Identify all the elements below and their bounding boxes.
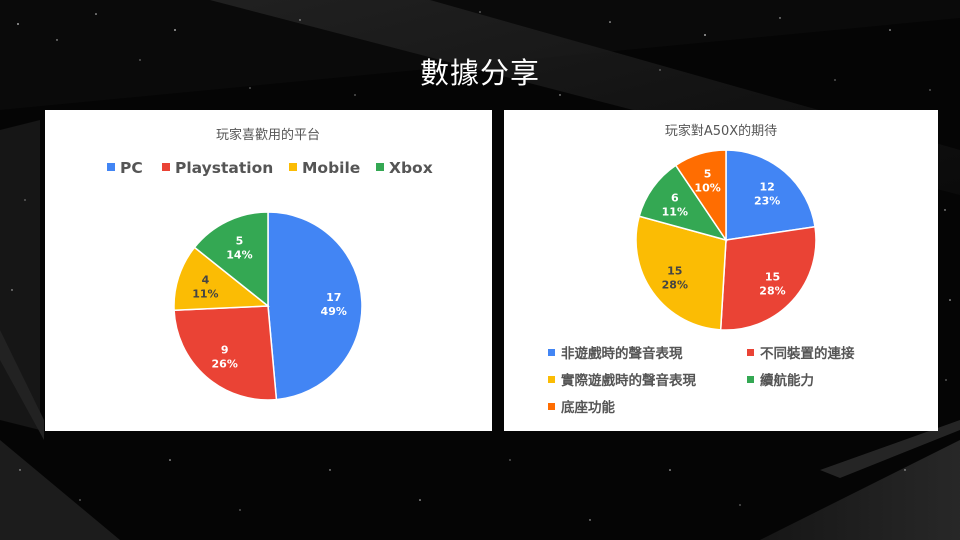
slice-value-label-device-connection: 15 xyxy=(765,271,780,284)
legend-label-pc: PC xyxy=(120,159,143,177)
legend-label-mobile: Mobile xyxy=(302,159,360,177)
chart-legend: PC Playstation Mobile Xbox xyxy=(107,159,433,177)
legend-label-device-connection: 不同裝置的連接 xyxy=(760,345,855,362)
slice-percent-label-mobile: 11% xyxy=(192,288,218,301)
chart-panel-expectations: 玩家對A50X的期待 12 23% 15 28% 15 28% 6 11% 5 10% 非遊戲時的… xyxy=(504,110,938,431)
pie-slice-pc xyxy=(267,211,363,401)
slice-value-label-mobile: 4 xyxy=(202,274,210,287)
legend-label-battery-life: 續航能力 xyxy=(760,372,814,389)
slice-percent-label-device-connection: 28% xyxy=(759,285,785,298)
slice-percent-label-non-gaming-sound: 23% xyxy=(754,194,780,207)
pie-slices xyxy=(635,149,817,331)
slice-value-label-non-gaming-sound: 12 xyxy=(759,180,774,193)
legend-swatch-pc xyxy=(107,163,115,171)
legend-label-gaming-sound: 實際遊戲時的聲音表現 xyxy=(561,372,696,389)
legend-swatch-xbox xyxy=(376,163,384,171)
legend-swatch-gaming-sound xyxy=(548,376,555,383)
chart-legend: 非遊戲時的聲音表現 不同裝置的連接 實際遊戲時的聲音表現 續航能力 底座功能 xyxy=(548,345,855,416)
slice-percent-label-playstation: 26% xyxy=(212,358,238,371)
legend-swatch-playstation xyxy=(162,163,170,171)
slice-percent-label-base-function: 10% xyxy=(694,182,720,195)
slice-percent-label-pc: 49% xyxy=(321,305,347,318)
pie-slice-non-gaming-sound xyxy=(725,149,816,241)
slide-title: 數據分享 xyxy=(419,56,540,90)
platform-pie-chart: 玩家喜歡用的平台 PC Playstation Mobile Xbox 1749… xyxy=(107,127,433,401)
pie-slice-playstation xyxy=(173,305,278,401)
legend-label-base-function: 底座功能 xyxy=(561,399,615,416)
legend-label-xbox: Xbox xyxy=(389,159,433,177)
pie-slice-battery-life xyxy=(638,164,728,242)
legend-swatch-battery-life xyxy=(747,376,754,383)
pie-slice-gaming-sound xyxy=(635,215,727,331)
pie-slice-device-connection xyxy=(719,225,817,331)
slice-value-label-battery-life: 6 xyxy=(671,191,679,204)
slice-percent-label-gaming-sound: 28% xyxy=(662,279,688,292)
legend-swatch-device-connection xyxy=(747,349,754,356)
pie-slice-xbox xyxy=(193,211,269,308)
slice-value-label-base-function: 5 xyxy=(704,168,712,181)
legend-label-non-gaming-sound: 非遊戲時的聲音表現 xyxy=(561,345,683,362)
pie-slice-mobile xyxy=(173,246,271,311)
slice-percent-label-battery-life: 11% xyxy=(662,205,688,218)
legend-swatch-non-gaming-sound xyxy=(548,349,555,356)
legend-swatch-base-function xyxy=(548,403,555,410)
chart-title: 玩家喜歡用的平台 xyxy=(216,127,320,143)
legend-label-playstation: Playstation xyxy=(175,159,273,177)
pie-slices xyxy=(173,211,363,401)
slice-value-label-gaming-sound: 15 xyxy=(667,265,682,278)
chart-title: 玩家對A50X的期待 xyxy=(665,123,777,139)
pie-slice-base-function xyxy=(674,149,727,243)
slice-value-label-playstation: 9 xyxy=(221,344,229,357)
slice-percent-label-xbox: 14% xyxy=(226,249,252,262)
slice-value-label-xbox: 5 xyxy=(236,235,244,248)
legend-swatch-mobile xyxy=(289,163,297,171)
chart-panel-platforms: 玩家喜歡用的平台 PC Playstation Mobile Xbox 17 49… xyxy=(45,110,492,431)
slice-value-label-pc: 17 xyxy=(326,291,341,304)
